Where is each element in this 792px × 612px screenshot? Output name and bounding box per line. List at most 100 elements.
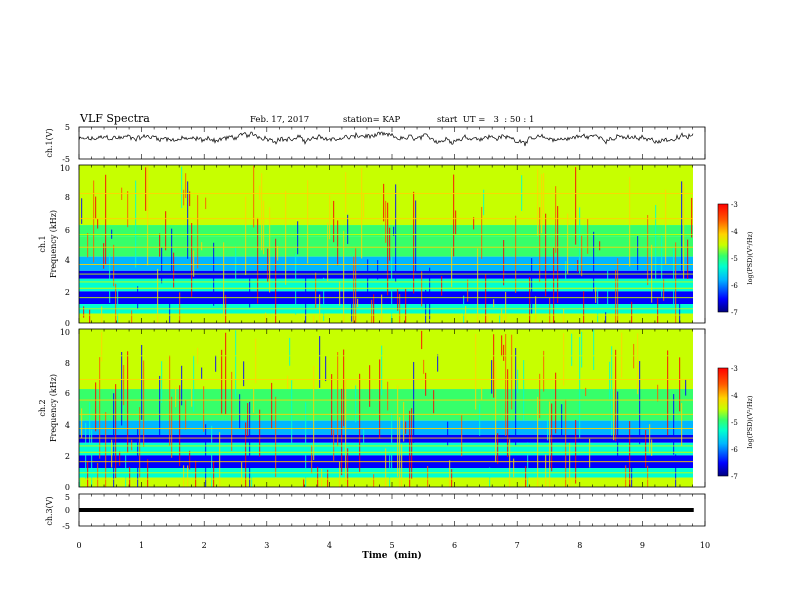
spectrogram-stripe [337,220,339,266]
ch1-colorbar-gradient [717,203,729,313]
spectrogram-stripe [579,337,581,438]
spectrogram-stripe [343,230,345,323]
spectrogram-stripe [379,359,381,439]
ch2-ytick-4: 4 [65,421,70,430]
x-tick-label: 7 [515,541,520,550]
spectrogram-stripe [225,332,227,415]
spectrogram-stripe [551,403,553,472]
x-tick-label: 5 [389,541,394,550]
ch1-ylabel-channel: ch.1 [38,235,47,252]
spectrogram-stripe [483,189,485,216]
spectrogram-stripe [161,247,163,284]
spectrogram-stripe [575,167,577,245]
spectrogram-stripe [127,191,129,228]
spectrogram-stripe [187,181,189,259]
spectrogram-stripe [327,222,329,282]
spectrogram-stripe [313,314,315,323]
spectrogram-stripe [433,390,435,414]
spectrogram-stripe [205,424,207,487]
spectrogram-stripe [271,382,273,429]
ch3-ytick-m5: -5 [62,522,70,531]
spectrogram-stripe [393,226,395,236]
spectrogram-stripe [235,330,237,399]
spectrogram-stripe [401,444,403,487]
spectrogram-stripe [145,167,147,211]
spectrogram-stripe [651,439,653,456]
spectrogram-stripe [491,360,493,394]
spectrogram-stripe [481,387,483,400]
spectrogram-stripe [507,369,509,457]
spectrogram-stripe [647,214,649,286]
spectrogram-stripe [505,334,507,436]
spectrogram-stripe [683,183,685,279]
spectrogram-stripe [161,361,163,403]
spectrogram-stripe [245,422,247,487]
spectrogram-stripe [681,403,683,446]
spectrogram-stripe [85,422,87,479]
spectrogram-stripe [385,200,387,243]
ch2-colorbar-label: log(PSD)(V²/Hz) [746,395,754,448]
spectrogram-stripe [455,210,457,235]
spectrogram-stripe [357,298,359,308]
spectrogram-stripe [169,301,171,323]
spectrogram-stripe [479,404,481,436]
spectrogram-stripe [359,373,361,472]
spectrogram-stripe [179,385,181,467]
x-tick-label: 4 [327,541,332,550]
ch1-colorbar-tick-m3: -3 [731,201,738,209]
spectrogram-stripe [175,387,177,408]
spectrogram-stripe [593,231,595,292]
spectrogram-stripe [275,396,277,477]
spectrogram-stripe [425,372,427,396]
ch1-waveform-frame [78,126,706,160]
spectrogram-stripe [195,460,197,487]
spectrogram-stripe [391,256,393,323]
spectrogram-stripe [123,365,125,406]
spectrogram-stripe [253,165,255,228]
spectrogram-stripe [201,367,203,379]
ch1-waveform-ytick-bottom: -5 [62,155,70,164]
spectrogram-stripe [117,286,119,323]
spectrogram-stripe [489,467,491,487]
spectrogram-stripe [215,355,217,372]
spectrogram-stripe [231,371,233,451]
spectrogram-stripe [263,200,265,255]
spectrogram-stripe [339,461,341,487]
spectrogram-stripe [545,213,547,297]
spectrogram-stripe [411,408,413,480]
spectrogram-stripe [639,361,641,445]
spectrogram-stripe [81,198,83,224]
spectrogram-stripe [661,235,663,297]
spectrogram-stripe [331,374,333,436]
ch2-ylabel-channel: ch.2 [38,399,47,416]
spectrogram-band [79,389,693,401]
spectrogram-stripe [361,167,363,259]
spectrogram-stripe [105,412,107,487]
spectrogram-stripe [97,219,99,229]
spectrogram-stripe [513,458,515,478]
ch1-waveform-line [78,131,694,147]
spectrogram-stripe [143,360,145,447]
spectrogram-band [79,329,693,390]
spectrogram-stripe [89,402,91,450]
spectrogram-stripe [613,387,615,441]
spectrogram-stripe [127,351,129,453]
spectrogram-stripe [617,258,619,323]
spectrogram-stripe [189,450,191,470]
spectrogram-stripe [681,181,683,271]
ch2-ytick-6: 6 [65,389,70,398]
spectrogram-stripe [545,454,547,487]
spectrogram-stripe [599,241,601,251]
spectrogram-stripe [377,260,379,280]
spectrogram-stripe [547,420,549,441]
spectrogram-stripe [251,476,253,487]
spectrogram-stripe [181,166,183,209]
spectrogram-stripe [355,248,357,323]
spectrogram-stripe [79,476,81,487]
spectrogram-stripe [465,305,467,323]
spectrogram-stripe [615,349,617,442]
spectrogram-stripe [477,248,479,323]
ch2-ytick-10: 10 [60,328,70,337]
spectrogram-stripe [555,372,557,434]
